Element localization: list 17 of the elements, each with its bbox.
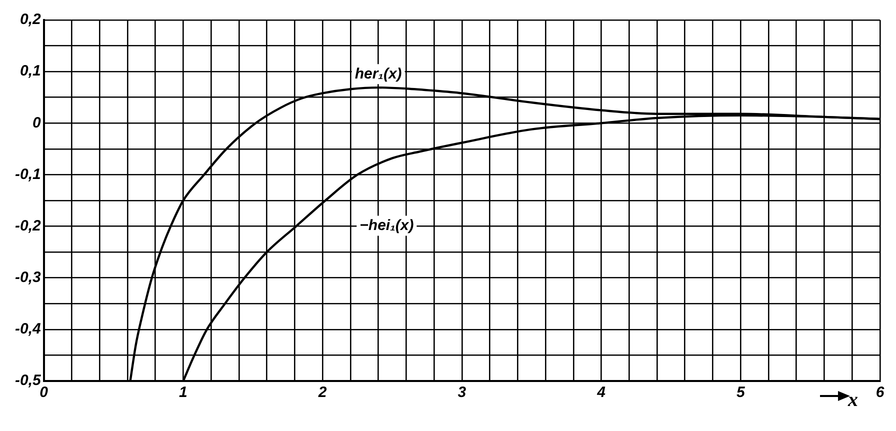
- x-tick-label: 5: [736, 384, 746, 402]
- x-axis-title: x: [847, 389, 858, 412]
- x-tick-label: 3: [458, 384, 467, 402]
- y-tick-label: 0,1: [20, 62, 41, 80]
- y-tick-label: -0,3: [14, 269, 42, 286]
- x-tick-label: 2: [317, 384, 328, 402]
- x-tick-label: 4: [596, 384, 606, 402]
- y-tick-label: -0,4: [14, 320, 42, 338]
- y-tick-label: 0,2: [20, 11, 42, 28]
- y-tick-label: -0,1: [14, 166, 41, 183]
- x-tick-label: 6: [876, 384, 885, 402]
- text: −hei₁(x): [360, 216, 414, 234]
- x-tick-label: 1: [179, 384, 188, 402]
- series-label: her₁(x): [354, 65, 402, 82]
- y-tick-label: 0: [32, 114, 42, 132]
- y-tick-label: -0,2: [14, 217, 42, 234]
- y-tick-label: -0,5: [14, 372, 42, 390]
